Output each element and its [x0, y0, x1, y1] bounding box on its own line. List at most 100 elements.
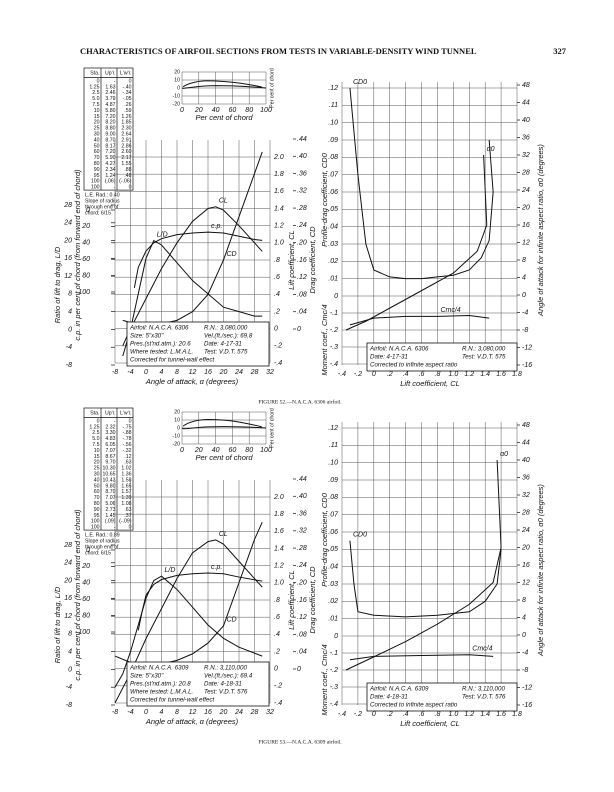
table-cell: (-.09): [119, 519, 132, 525]
tick-label: -.3: [330, 344, 338, 351]
table-cell: 25: [94, 126, 100, 132]
table-cell: 4.27: [105, 161, 115, 167]
table-cell: 2.34: [105, 167, 115, 173]
tick-label: 20: [174, 409, 180, 415]
tick-label: -8: [522, 667, 528, 674]
table-cell: 60: [94, 149, 100, 155]
table-cell: -.34: [123, 90, 132, 96]
table-cell: 15: [94, 454, 100, 460]
info-text: Airfoil: N.A.C.A. 6309: [129, 665, 189, 672]
table-cell: 2.73: [105, 507, 115, 513]
table-cell: 70: [94, 155, 100, 161]
tick-label: 100: [260, 447, 272, 454]
tick-label: 8: [175, 709, 179, 716]
curve: [345, 154, 488, 331]
tick-label: 32: [522, 492, 530, 499]
table-cell: 0: [129, 525, 132, 531]
tick-label: -.1: [330, 310, 338, 317]
tick-label: .04: [297, 649, 307, 656]
axis-title: Lift coefficient, CL: [400, 379, 460, 388]
curve-label: Cmc/4: [472, 646, 492, 653]
axis-title: Moment coef., Cmc/4: [320, 644, 329, 715]
table-cell: 1.24: [105, 173, 115, 179]
tick-label: 1.6: [274, 528, 284, 535]
tick-label: 24: [521, 527, 530, 534]
info-text: Where tested: L.M.A.L.: [130, 349, 193, 356]
table-cell: -.88: [123, 430, 132, 436]
info-text: Airfoil: N.A.C.A. 6309: [369, 686, 429, 693]
tick-label: 1.2: [274, 563, 284, 570]
curve: [349, 87, 494, 280]
tick-label: 1.0: [274, 240, 284, 247]
tick-label: 1.0: [448, 711, 458, 718]
tick-label: 8: [522, 597, 526, 604]
table-cell: 8.20: [105, 120, 115, 126]
tick-label: .28: [297, 545, 307, 552]
table-cell: 1.02: [121, 466, 131, 472]
tick-label: -.2: [330, 667, 338, 674]
tick-label: .07: [328, 512, 339, 519]
table-cell: -.05: [123, 96, 132, 102]
tick-label: 0: [334, 293, 338, 300]
table-cell: 1.45: [105, 513, 115, 519]
table-note: through end of: [85, 544, 119, 550]
table-cell: 9.70: [105, 460, 115, 466]
tick-label: .08: [328, 494, 338, 501]
tick-label: .20: [297, 579, 307, 586]
airfoil-profile: [181, 418, 267, 430]
table-cell: 2.5: [92, 90, 99, 96]
tick-label: 0: [86, 207, 90, 214]
table-cell: 10.30: [103, 466, 116, 472]
axis-title: Ratio of lift to drag, L/D: [53, 586, 62, 663]
tick-label: 32: [266, 369, 274, 376]
tick-label: .2: [387, 371, 393, 378]
curve-label: CL: [219, 198, 228, 205]
table-cell: 2.30: [121, 126, 131, 132]
tick-label: -.4: [338, 371, 346, 378]
table-note: L.E. Rad.: 0.40: [85, 192, 120, 198]
axis-title: Per cent of chord: [195, 113, 253, 122]
table-cell: -: [114, 418, 116, 424]
tick-label: 28: [250, 369, 259, 376]
table-cell: 6.05: [105, 442, 115, 448]
tick-label: .08: [297, 291, 307, 298]
tick-label: 28: [63, 202, 72, 209]
table-cell: 0: [129, 185, 132, 191]
tick-label: 24: [63, 560, 72, 567]
table-cell: 15: [94, 114, 100, 120]
table-cell: .48: [124, 173, 131, 179]
tick-label: 12: [64, 613, 72, 620]
table-cell: 90: [94, 507, 100, 513]
tick-label: 1.0: [274, 580, 284, 587]
curve-label: α0: [500, 451, 508, 458]
table-cell: 3.30: [105, 430, 115, 436]
info-text: Test: V.D.T. 576: [204, 689, 248, 696]
tick-label: .16: [297, 597, 307, 604]
table-header: Sta.: [90, 410, 99, 416]
tick-label: .01: [328, 616, 338, 623]
tick-label: 1.4: [480, 711, 490, 718]
tick-label: .4: [274, 631, 280, 638]
airfoil-profile: [181, 80, 267, 89]
tick-label: .24: [297, 222, 307, 229]
curve-label: CD: [227, 251, 237, 258]
tick-label: .10: [328, 460, 338, 467]
axis-title: Angle of attack for infinite aspect rati…: [536, 484, 545, 657]
table-note: L.E. Rad.: 0.89: [85, 532, 120, 538]
curve: [133, 231, 263, 288]
tick-label: .8: [435, 711, 441, 718]
tick-label: -8: [66, 702, 72, 709]
tick-label: .06: [328, 529, 338, 536]
table-header: L'w'r.: [120, 410, 132, 416]
table-cell: 1.57: [121, 489, 131, 495]
table-cell: 5.90: [105, 155, 115, 161]
table-cell: 1.55: [121, 161, 131, 167]
tick-label: -8: [66, 362, 72, 369]
table-cell: 100: [91, 179, 100, 185]
tick-label: 1.8: [512, 371, 522, 378]
tick-label: .2: [274, 308, 280, 315]
tick-label: -.4: [274, 700, 282, 707]
tick-label: 20: [219, 369, 228, 376]
table-cell: 95: [94, 513, 100, 519]
tick-label: .24: [297, 562, 307, 569]
